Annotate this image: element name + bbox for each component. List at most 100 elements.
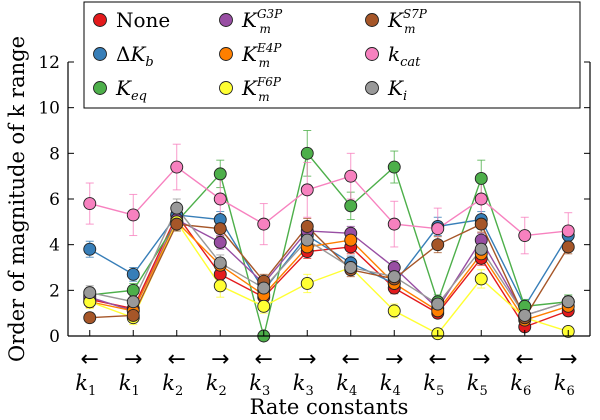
x-tick-arrow: →: [559, 347, 577, 372]
data-point: [213, 279, 227, 293]
series-markers-8: [83, 201, 575, 322]
legend-item: KG3P m: [219, 7, 283, 36]
x-tick-arrow: →: [211, 347, 229, 372]
legend-marker: [365, 47, 379, 61]
y-tick-label: 6: [49, 190, 60, 210]
x-tick-label: k5: [423, 371, 444, 399]
legend-marker: [365, 81, 379, 95]
data-point: [257, 281, 271, 295]
data-point: [387, 304, 401, 318]
data-point: [387, 217, 401, 231]
x-tick-arrow: →: [472, 347, 490, 372]
data-point: [300, 183, 314, 197]
x-tick-label: k1: [119, 371, 140, 399]
legend-label: KE4P m: [241, 41, 282, 70]
series-markers-0: [83, 208, 575, 334]
y-tick-label: 0: [49, 327, 60, 347]
data-point: [518, 229, 532, 242]
data-point: [344, 261, 358, 274]
data-point: [170, 160, 184, 174]
data-point: [431, 297, 445, 311]
series-7: [85, 143, 573, 255]
data-point: [213, 192, 227, 206]
y-axis-label: Order of magnitude of k range: [5, 36, 29, 362]
data-point: [83, 311, 97, 325]
series-2: [85, 130, 573, 337]
legend-label: Keq: [115, 76, 147, 104]
data-point: [300, 146, 314, 160]
data-point: [83, 197, 97, 211]
x-tick-arrow: →: [124, 347, 142, 372]
data-point: [474, 217, 488, 231]
data-point: [344, 199, 358, 213]
series-line: [89, 151, 569, 337]
data-point: [300, 277, 314, 290]
data-point: [213, 167, 227, 181]
y-tick-label: 2: [49, 281, 60, 301]
data-point: [561, 224, 575, 238]
data-point: [344, 169, 358, 183]
series-3: [85, 212, 573, 321]
y-tick-label: 12: [38, 53, 60, 73]
data-point: [431, 222, 445, 236]
data-point: [387, 270, 401, 284]
x-tick-arrow: ←: [516, 347, 534, 372]
legend-marker: [93, 47, 107, 61]
data-point: [300, 233, 314, 247]
legend-marker: [93, 81, 107, 95]
series-layer: [83, 130, 575, 343]
x-tick-label: k2: [162, 371, 183, 399]
data-point: [83, 242, 97, 256]
data-point: [213, 256, 227, 270]
x-tick-arrow: →: [385, 347, 403, 372]
x-tick-label: k4: [336, 371, 357, 399]
series-markers-7: [83, 160, 575, 242]
data-point: [126, 295, 140, 309]
data-point: [474, 242, 488, 256]
legend-box: [83, 1, 581, 109]
data-point: [126, 309, 140, 322]
x-tick-label: k3: [249, 371, 270, 399]
legend-label: None: [116, 8, 170, 32]
y-tick-label: 4: [49, 236, 60, 256]
series-0: [85, 207, 573, 332]
data-point: [300, 219, 314, 233]
legend-marker: [219, 47, 233, 61]
data-point: [431, 238, 445, 252]
data-point: [213, 235, 227, 249]
legend-label: kcat: [388, 42, 421, 70]
axes: 024681012←k1→k1←k2→k2←k3→k3←k4→k4←k5→k5←…: [38, 53, 591, 399]
legend-item: Keq: [93, 76, 147, 104]
data-point: [561, 240, 575, 254]
data-point: [126, 267, 140, 281]
legend-item: KE4P m: [219, 41, 282, 70]
legend-item: KF6P m: [219, 75, 282, 104]
legend-marker: [219, 81, 233, 95]
series-line: [89, 206, 569, 317]
data-point: [126, 208, 140, 222]
legend-label: Ki: [387, 76, 407, 104]
x-tick-label: k1: [75, 371, 96, 399]
x-tick-arrow: ←: [342, 347, 360, 372]
legend-item: kcat: [365, 42, 421, 70]
data-point: [474, 171, 488, 185]
x-tick-label: k5: [467, 371, 488, 399]
legend-item: Ki: [365, 76, 407, 104]
legend-marker: [219, 13, 233, 27]
data-point: [561, 295, 575, 309]
data-point: [257, 217, 271, 231]
legend-label: ΔKb: [116, 42, 154, 70]
x-tick-arrow: ←: [429, 347, 447, 372]
x-tick-label: k3: [293, 371, 314, 399]
x-tick-label: k4: [380, 371, 401, 399]
legend-label: KS7P m: [387, 7, 428, 36]
y-tick-label: 10: [38, 99, 60, 119]
data-point: [518, 309, 532, 322]
x-tick-arrow: ←: [168, 347, 186, 372]
x-tick-label: k2: [206, 371, 227, 399]
legend-label: KG3P m: [241, 7, 283, 36]
x-tick-arrow: ←: [255, 347, 273, 372]
data-point: [126, 283, 140, 297]
data-point: [170, 201, 184, 215]
